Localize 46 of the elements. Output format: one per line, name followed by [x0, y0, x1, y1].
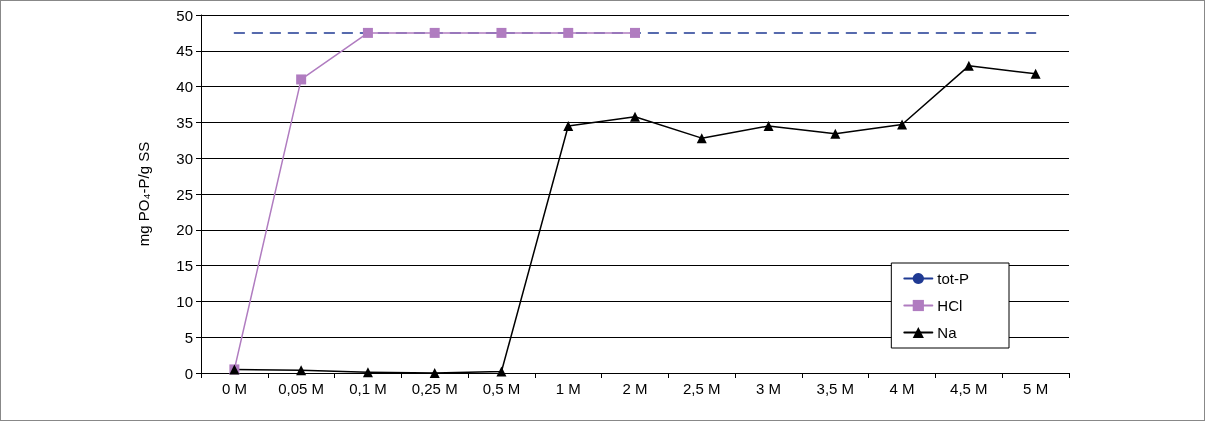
point [496, 27, 507, 38]
point [630, 27, 640, 38]
x-tick-label: 0,05 M [278, 380, 325, 397]
point [696, 133, 707, 144]
point [362, 27, 373, 38]
y-tick-label: 25 [176, 185, 193, 203]
x-tick-label: 3 M [756, 380, 782, 397]
x-tick-label: 0,25 M [411, 380, 458, 397]
point [429, 27, 440, 38]
x-tick-label: 3,5 M [816, 380, 855, 397]
x-tick-label: 0,5 M [482, 380, 521, 397]
point [830, 128, 841, 139]
x-tick-label: 0,1 M [349, 380, 387, 397]
y-tick-label: 0 [184, 364, 193, 382]
point [963, 60, 974, 71]
point [1030, 68, 1041, 79]
point [496, 366, 507, 377]
legend-label: HCl [937, 297, 963, 314]
x-tick-label: 2,5 M [683, 380, 721, 397]
x-tick-label: 1 M [555, 380, 581, 397]
point [296, 365, 307, 376]
y-tick-label: 10 [176, 292, 193, 310]
x-tick-label: 0 M [221, 380, 247, 397]
point [362, 367, 373, 378]
x-tick-label: 5 M [1023, 380, 1049, 397]
y-tick-label: 45 [176, 42, 193, 60]
legend-label: tot-P [937, 270, 970, 287]
point [563, 120, 574, 131]
point [429, 368, 440, 378]
y-tick-label: 50 [176, 6, 193, 24]
x-tick-label: 2 M [622, 380, 648, 397]
y-tick-label: 30 [176, 149, 193, 167]
legend-label: Na [937, 324, 958, 341]
point [763, 120, 774, 131]
point [296, 74, 307, 85]
y-tick-label: 40 [176, 78, 193, 96]
point [563, 27, 574, 38]
y-tick-label: 15 [176, 257, 193, 275]
y-tick-label: 20 [176, 221, 193, 239]
x-tick-label: 4 M [889, 380, 915, 397]
y-tick-label: 5 [184, 328, 193, 346]
point [897, 119, 908, 130]
point [630, 111, 640, 122]
y-axis-title: mg PO₄-P/g SS [135, 141, 152, 247]
y-tick-label: 35 [176, 113, 193, 131]
x-tick-label: 4,5 M [950, 380, 988, 397]
